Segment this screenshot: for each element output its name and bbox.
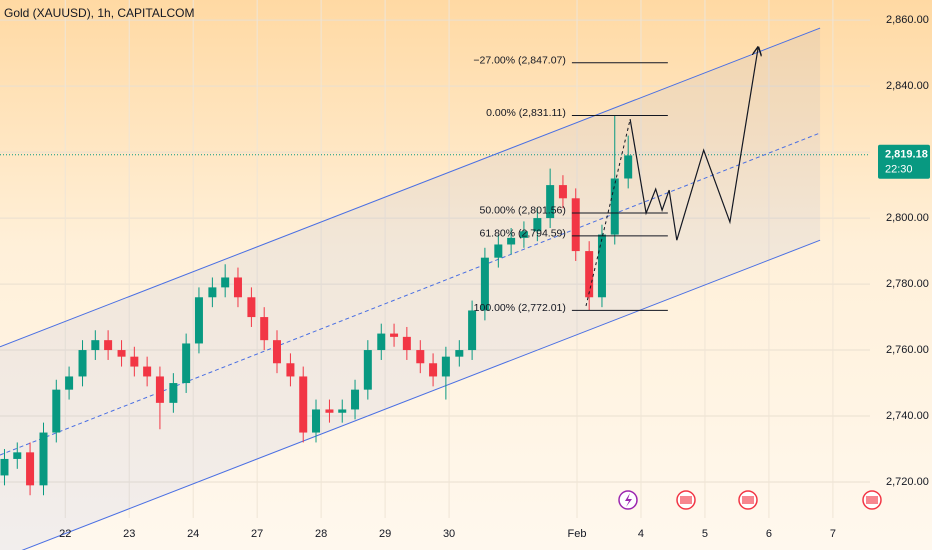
y-tick-label: 2,740.00 <box>886 410 929 422</box>
x-tick-label: 5 <box>702 528 708 540</box>
y-tick-label: 2,760.00 <box>886 344 929 356</box>
x-tick-label: 4 <box>638 528 644 540</box>
last-price-box <box>878 144 930 179</box>
candle-body <box>624 155 633 179</box>
candle-body <box>260 317 269 341</box>
candle-body <box>480 257 489 311</box>
candle-body <box>429 363 438 377</box>
candle-body <box>0 458 9 476</box>
candle-body <box>78 350 87 377</box>
y-tick-label: 2,800.00 <box>886 212 929 224</box>
fib-label: 0.00% (2,831.11) <box>486 107 566 119</box>
candle-body <box>468 310 477 351</box>
candle-body <box>441 356 450 377</box>
x-tick-label: 22 <box>59 528 71 540</box>
last-price-label: 2,819.18 <box>885 149 928 161</box>
candle-body <box>247 297 256 318</box>
fib-label: 100.00% (2,772.01) <box>474 302 566 314</box>
candle-body <box>208 287 217 298</box>
candle-body <box>221 277 230 288</box>
y-tick-label: 2,860.00 <box>886 14 929 26</box>
x-tick-label: 7 <box>830 528 836 540</box>
candle-body <box>299 376 308 433</box>
countdown-label: 22:30 <box>885 164 913 176</box>
candle-body <box>533 218 542 232</box>
x-tick-label: 27 <box>251 528 263 540</box>
candle-body <box>338 409 347 413</box>
fib-label: 50.00% (2,801.56) <box>479 205 565 217</box>
candle-body <box>312 409 321 433</box>
candles <box>0 115 633 496</box>
drawings: −27.00% (2,847.07) 0.00% (2,831.11) 50.00%… <box>473 48 758 314</box>
candle-body <box>351 389 360 410</box>
fib-label: −27.00% (2,847.07) <box>473 55 566 67</box>
axes: 2,720.00 2,740.00 2,760.00 2,780.00 2,800.00… <box>59 14 930 540</box>
candle-body <box>571 198 580 252</box>
chart-title: Gold (XAUUSD), 1h, CAPITALCOM <box>4 6 195 20</box>
channel-lower <box>21 239 821 550</box>
candle-body <box>363 350 372 390</box>
candle-body <box>194 297 203 344</box>
candle-body <box>143 366 152 377</box>
x-tick-label: 24 <box>187 528 199 540</box>
candle-body <box>13 452 22 459</box>
candle-body <box>402 336 411 351</box>
candle-body <box>233 277 242 298</box>
candle-body <box>585 251 594 298</box>
candle-body <box>155 376 164 403</box>
candle-body <box>546 185 555 219</box>
candle-body <box>455 350 464 357</box>
candle-body <box>52 389 61 433</box>
x-tick-label: 28 <box>315 528 327 540</box>
candle-body <box>91 340 100 351</box>
grid <box>0 0 870 518</box>
candle-body <box>507 237 516 245</box>
y-tick-label: 2,780.00 <box>886 278 929 290</box>
candle-body <box>519 231 528 238</box>
fib-trend-line <box>585 119 631 307</box>
fib-label: 61.80% (2,794.59) <box>479 228 565 240</box>
candle-body <box>390 333 399 337</box>
candle-body <box>416 350 425 364</box>
candle-body <box>65 376 74 390</box>
candle-body <box>325 409 334 413</box>
candle-body <box>610 178 619 235</box>
candle-body <box>377 333 386 351</box>
x-tick-label: Feb <box>568 528 587 540</box>
y-tick-label: 2,720.00 <box>886 476 929 488</box>
candle-body <box>494 244 503 258</box>
x-tick-label: 23 <box>123 528 135 540</box>
candle-body <box>26 452 35 486</box>
y-tick-label: 2,840.00 <box>886 80 929 92</box>
event-icon-glyph <box>625 493 632 507</box>
candle-body <box>286 363 295 377</box>
channel-upper <box>0 27 821 348</box>
candle-body <box>117 350 126 357</box>
x-tick-label: 6 <box>766 528 772 540</box>
x-tick-label: 29 <box>379 528 391 540</box>
candle-body <box>130 356 139 367</box>
x-tick-label: 30 <box>443 528 455 540</box>
candle-body <box>597 234 606 298</box>
candle-body <box>104 340 113 351</box>
event-icon-glyph <box>680 496 692 504</box>
candle-body <box>272 340 281 364</box>
projection-path <box>629 48 758 241</box>
candle-body <box>169 383 178 403</box>
candle-body <box>558 185 567 199</box>
event-icons <box>618 490 882 510</box>
event-icon-glyph <box>742 496 754 504</box>
event-icon-glyph <box>866 496 878 504</box>
candle-body <box>39 432 48 486</box>
candle-body <box>182 343 191 384</box>
